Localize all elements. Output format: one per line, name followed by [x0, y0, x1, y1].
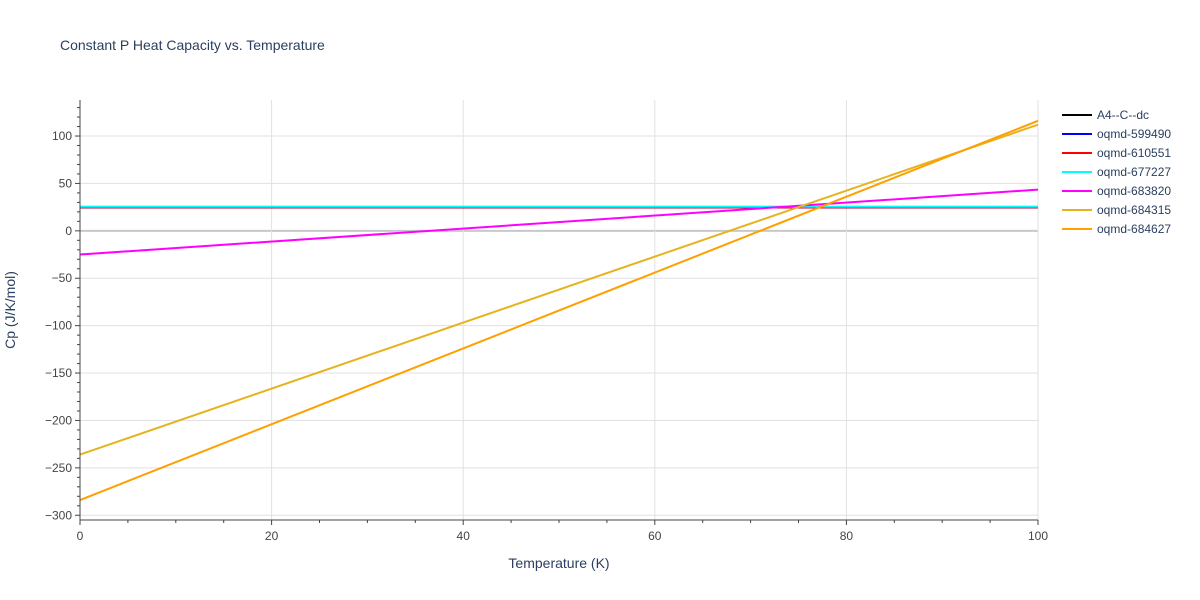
x-axis-title: Temperature (K) — [508, 555, 609, 571]
legend-item[interactable]: oqmd-599490 — [1062, 127, 1171, 141]
y-axis-title: Cp (J/K/mol) — [2, 271, 18, 349]
legend-label: oqmd-610551 — [1097, 146, 1171, 160]
series-lines — [79, 119, 1039, 502]
y-tick-label: −200 — [45, 413, 72, 427]
legend-item[interactable]: oqmd-677227 — [1062, 165, 1171, 179]
y-tick-label: 50 — [59, 176, 73, 190]
x-tick-label: 80 — [840, 529, 854, 543]
chart-title: Constant P Heat Capacity vs. Temperature — [60, 37, 325, 53]
legend-label: oqmd-677227 — [1097, 165, 1171, 179]
legend-item[interactable]: oqmd-684627 — [1062, 222, 1171, 236]
y-tick-label: −50 — [52, 271, 73, 285]
grid — [80, 100, 1039, 520]
legend[interactable]: A4--C--dc oqmd-599490 oqmd-610551 oqmd-6772… — [1062, 108, 1171, 236]
x-tick-label: 100 — [1028, 529, 1048, 543]
x-tick-label: 0 — [77, 529, 84, 543]
y-tick-label: −150 — [45, 366, 72, 380]
legend-label: oqmd-684627 — [1097, 222, 1171, 236]
y-tick-label: −250 — [45, 461, 72, 475]
series-line — [79, 119, 1039, 502]
legend-label: A4--C--dc — [1097, 108, 1149, 122]
legend-label: oqmd-683820 — [1097, 184, 1171, 198]
legend-item[interactable]: oqmd-684315 — [1062, 203, 1171, 217]
x-tick-labels: 0 20 40 60 80 100 — [77, 529, 1049, 543]
y-tick-labels: −300 −250 −200 −150 −100 −50 0 50 100 — [45, 129, 72, 522]
legend-item[interactable]: oqmd-610551 — [1062, 146, 1171, 160]
y-tick-label: 0 — [65, 224, 72, 238]
y-tick-label: 100 — [52, 129, 72, 143]
x-tick-label: 60 — [648, 529, 662, 543]
legend-item[interactable]: oqmd-683820 — [1062, 184, 1171, 198]
axes — [75, 100, 1039, 525]
legend-label: oqmd-599490 — [1097, 127, 1171, 141]
series-line — [79, 188, 1039, 256]
legend-item[interactable]: A4--C--dc — [1062, 108, 1149, 122]
x-tick-label: 20 — [265, 529, 279, 543]
y-tick-label: −300 — [45, 508, 72, 522]
x-tick-label: 40 — [457, 529, 471, 543]
y-tick-label: −100 — [45, 319, 72, 333]
legend-label: oqmd-684315 — [1097, 203, 1171, 217]
series-line — [79, 123, 1039, 456]
